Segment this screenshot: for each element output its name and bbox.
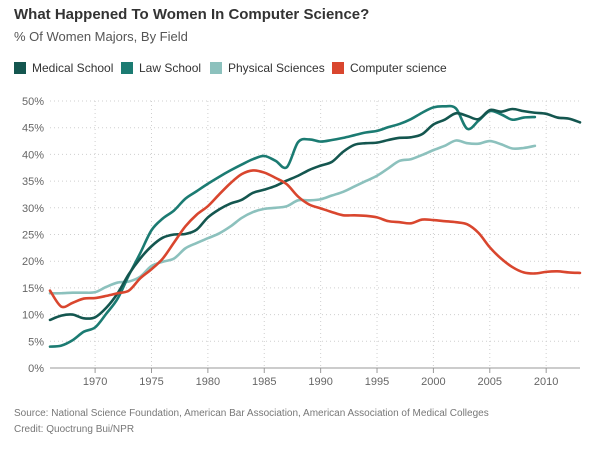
source-note: Source: National Science Foundation, Ame… — [14, 408, 489, 419]
y-tick-label: 25% — [22, 230, 44, 242]
y-tick-label: 45% — [22, 123, 44, 135]
legend-swatch-physical-sciences — [210, 62, 222, 74]
x-tick-label: 1990 — [308, 376, 332, 388]
x-tick-label: 1970 — [83, 376, 107, 388]
x-tick-label: 1985 — [252, 376, 276, 388]
legend-swatch-law-school — [121, 62, 133, 74]
legend-label-medical-school: Medical School — [32, 61, 114, 75]
series-line-medical-school — [48, 107, 582, 322]
legend-swatch-computer-science — [332, 62, 344, 74]
chart-title: What Happened To Women In Computer Scien… — [14, 6, 370, 23]
x-tick-label: 1980 — [196, 376, 220, 388]
legend-label-law-school: Law School — [139, 61, 202, 75]
legend-item-law-school: Law School — [121, 61, 201, 75]
x-tick-label: 1975 — [139, 376, 163, 388]
y-tick-label: 20% — [22, 256, 44, 268]
y-tick-label: 35% — [22, 176, 44, 188]
series-line-computer-science — [48, 169, 582, 309]
x-tick-label: 2010 — [534, 376, 558, 388]
series-line-physical-sciences — [48, 139, 537, 295]
x-tick-label: 1995 — [365, 376, 389, 388]
legend-item-medical-school: Medical School — [14, 61, 113, 75]
x-tick-label: 2000 — [421, 376, 445, 388]
chart-subtitle: % Of Women Majors, By Field — [14, 29, 188, 44]
y-tick-label: 50% — [22, 96, 44, 108]
x-tick-label: 2005 — [478, 376, 502, 388]
legend-label-computer-science: Computer science — [350, 61, 447, 75]
legend-item-computer-science: Computer science — [332, 61, 447, 75]
y-tick-label: 40% — [22, 149, 44, 161]
legend-label-physical-sciences: Physical Sciences — [228, 61, 325, 75]
legend-swatch-medical-school — [14, 62, 26, 74]
y-tick-label: 30% — [22, 203, 44, 215]
legend-item-physical-sciences: Physical Sciences — [210, 61, 325, 75]
y-tick-label: 5% — [28, 336, 44, 348]
y-tick-label: 15% — [22, 283, 44, 295]
y-tick-label: 10% — [22, 310, 44, 322]
y-tick-label: 0% — [28, 363, 44, 375]
credit-note: Credit: Quoctrung Bui/NPR — [14, 424, 135, 435]
